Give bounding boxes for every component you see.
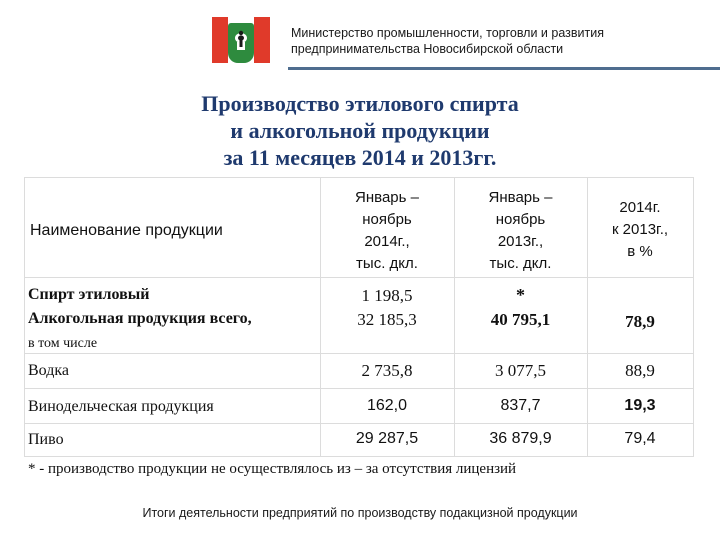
header-2014: Январь – ноябрь 2014г., тыс. дкл. [320,187,454,275]
cell-wine-2014: 162,0 [366,397,408,414]
cell-beer-2013: 36 879,9 [489,430,552,447]
cell-beer-2014: 29 287,5 [355,430,419,447]
cell-vodka-2013: 3 077,5 [495,361,546,380]
row-divider-line [24,423,694,424]
header-2014-line: 2014г., [364,233,410,250]
novosibirsk-flag-icon [212,17,270,63]
table-top-border [24,177,694,178]
header-2014-line: тыс. дкл. [356,255,418,272]
row-divider-line [24,388,694,389]
cell-vodka-2014: 2 735,8 [361,361,413,380]
title-line-1: Производство этилового спирта [201,91,519,116]
column-divider-line [693,177,694,456]
cell-alcohol-ratio: 78,9 [625,312,655,331]
production-table: Наименование продукции Январь – ноябрь 2… [24,177,694,462]
header-2013: Январь – ноябрь 2013г., тыс. дкл. [454,187,587,275]
page-title: Производство этилового спирта и алкоголь… [100,90,620,171]
header-ratio-line: к 2013г., [611,221,669,238]
sable-emblem-icon [235,30,247,50]
title-line-2: и алкогольной продукции [230,118,490,143]
column-divider-line [454,177,455,456]
header-2014-line: Январь – [355,189,419,206]
header-divider [288,67,720,70]
row-including-label: в том числе [28,336,98,351]
bottom-caption: Итоги деятельности предприятий по произв… [142,506,578,520]
header-2013-line: ноябрь [495,211,546,228]
column-divider-line [587,177,588,456]
row-alcohol-name: Алкогольная продукция всего, [28,310,252,327]
column-divider-line [320,177,321,456]
row-spirit-name: Спирт этиловый [28,286,150,303]
ministry-line-1: Министерство промышленности, торговли и … [291,26,604,40]
cell-beer-ratio: 79,4 [624,430,656,447]
cell-spirit-2013: * [516,285,525,305]
row-wine-name: Винодельческая продукция [28,398,214,415]
header-2013-line: Январь – [488,189,553,206]
row-vodka-name: Водка [28,362,69,379]
header-2013-line: 2013г., [497,233,544,250]
table-bottom-line [24,456,694,457]
ministry-name: Министерство промышленности, торговли и … [291,25,711,57]
header-2014-line: ноябрь [362,211,412,228]
cell-alcohol-2014: 32 185,3 [357,310,417,329]
header-ratio-line: 2014г. [619,199,661,216]
header-ratio-line: в % [627,243,653,260]
header-ratio: 2014г. к 2013г., в % [587,197,693,263]
cell-wine-2013: 837,7 [500,397,541,414]
header-divider-line [24,277,694,278]
footnote: * - производство продукции не осуществля… [28,461,517,477]
ministry-line-2: предпринимательства Новосибирской област… [291,42,564,56]
header-product-name: Наименование продукции [30,222,223,239]
cell-alcohol-2013: 40 795,1 [490,310,551,329]
row-beer-name: Пиво [28,431,64,448]
cell-vodka-ratio: 88,9 [625,361,655,380]
cell-spirit-2014: 1 198,5 [361,286,413,305]
cell-wine-ratio: 19,3 [624,397,656,414]
title-line-3: за 11 месяцев 2014 и 2013гг. [223,145,497,170]
header-2013-line: тыс. дкл. [489,255,552,272]
row-divider-line [24,353,694,354]
column-divider-line [24,177,25,456]
page-header: Министерство промышленности, торговли и … [0,0,720,75]
